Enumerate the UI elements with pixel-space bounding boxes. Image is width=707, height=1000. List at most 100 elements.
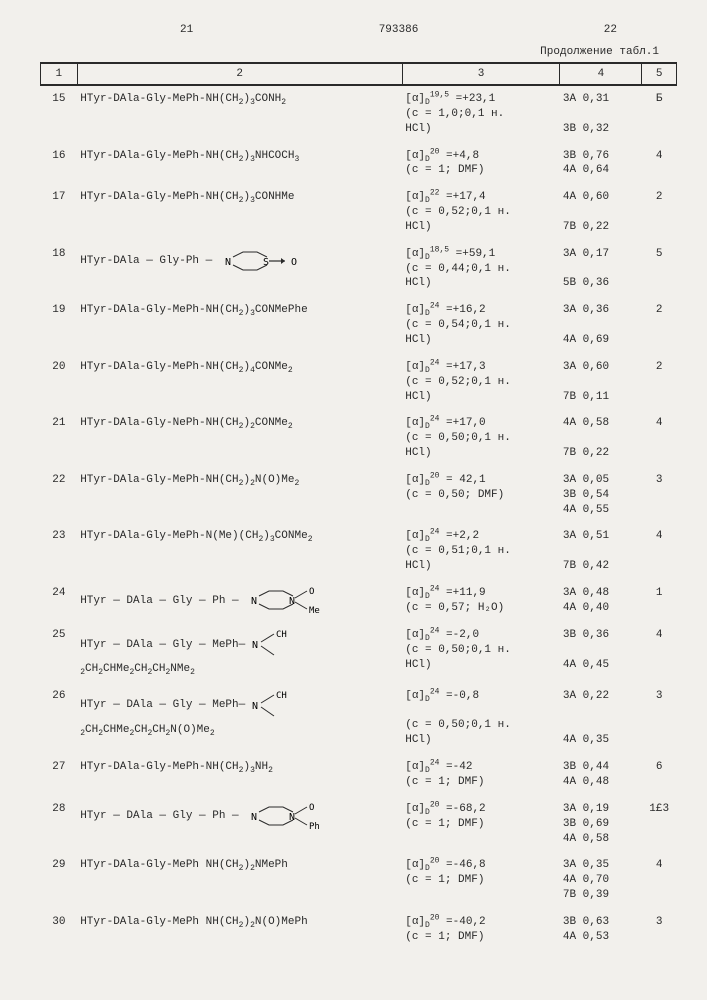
header-3: 3 <box>402 63 560 85</box>
rf-cell: 3B 0,764A 0,64 <box>560 143 642 185</box>
table-row: 25HTyr — DAla — Gly — MePh— NCH2CH2CHMe2… <box>41 622 677 683</box>
svg-text:CH: CH <box>276 691 287 701</box>
row-number: 25 <box>41 622 78 683</box>
compound-formula: HTyr-DAla-Gly-MePh-N(Me)(CH2)3CONMe2 <box>80 529 312 544</box>
row-number: 19 <box>41 297 78 354</box>
compound-formula: HTyr-DAla-Gly-MePh-NH(CH2)3NHCOCH3 <box>80 149 299 164</box>
page-header: 21 793386 22 <box>40 24 677 36</box>
compound-formula: HTyr-DAla-Gly-MePh-NH(CH2)3CONMePhe <box>80 303 307 318</box>
example-cell: 2 <box>642 354 677 411</box>
compound-cell: HTyr-DAla-Gly-MePh NH(CH2)2NMePh <box>77 852 402 909</box>
page-num-right: 22 <box>604 24 617 36</box>
header-4: 4 <box>560 63 642 85</box>
compound-cell: HTyr-DAla-Gly-MePh NH(CH2)2N(O)MePh <box>77 909 402 951</box>
compound-cell: HTyr-DAla-Gly-MePh-NH(CH2)3CONHMe <box>77 184 402 241</box>
branch-structure-icon: N CH <box>252 689 382 723</box>
rotation-cell: [α]D20 =-68,2(c = 1; DMF) <box>402 796 560 853</box>
rotation-cell: [α]D20 =-46,8(c = 1; DMF) <box>402 852 560 909</box>
table-row: 29HTyr-DAla-Gly-MePh NH(CH2)2NMePh[α]D20… <box>41 852 677 909</box>
row-number: 17 <box>41 184 78 241</box>
svg-text:Me: Me <box>309 606 320 616</box>
table-row: 23HTyr-DAla-Gly-MePh-N(Me)(CH2)3CONMe2[α… <box>41 523 677 580</box>
table-row: 28HTyr — DAla — Gly — Ph — NNOPh[α]D20 =… <box>41 796 677 853</box>
row-number: 21 <box>41 410 78 467</box>
rf-cell: 3A 0,224A 0,35 <box>560 683 642 754</box>
compound-cell: HTyr-DAla-Gly-MePh-NH(CH2)2N(O)Me2 <box>77 467 402 524</box>
row-number: 30 <box>41 909 78 951</box>
svg-text:N: N <box>251 596 257 607</box>
svg-text:N: N <box>252 701 258 712</box>
compound-cell: HTyr-DAla-Gly-MePh-N(Me)(CH2)3CONMe2 <box>77 523 402 580</box>
example-cell: 3 <box>642 909 677 951</box>
svg-text:S: S <box>263 257 269 268</box>
example-cell: 4 <box>642 852 677 909</box>
table-row: 21HTyr-DAla-Gly-NePh-NH(CH2)2CONMe2[α]D2… <box>41 410 677 467</box>
branch-structure-icon: NCH <box>252 628 382 662</box>
compound-cell: HTyr-DAla — Gly-Ph — NSO <box>77 241 402 298</box>
rf-cell: 3A 0,053B 0,544A 0,55 <box>560 467 642 524</box>
svg-text:O: O <box>291 257 297 268</box>
compound-formula: HTyr-DAla — Gly-Ph — <box>80 254 212 269</box>
row-number: 20 <box>41 354 78 411</box>
compound-cell: HTyr-DAla-Gly-MePh-NH(CH2)3NH2 <box>77 754 402 796</box>
rf-cell: 3B 0,364A 0,45 <box>560 622 642 683</box>
svg-text:N: N <box>289 812 295 823</box>
rotation-cell: [α]D24 =-2,0(c = 0,50;0,1 н.HCl) <box>402 622 560 683</box>
rf-cell: 4A 0,587B 0,22 <box>560 410 642 467</box>
row-number: 23 <box>41 523 78 580</box>
example-cell: 3 <box>642 467 677 524</box>
row-number: 27 <box>41 754 78 796</box>
rotation-cell: [α]D19,5 =+23,1(c = 1,0;0,1 н.HCl) <box>402 85 560 143</box>
compound-cell: HTyr-DAla-Gly-MePh-NH(CH2)3CONH2 <box>77 85 402 143</box>
example-cell: 4 <box>642 143 677 185</box>
compound-cell: HTyr — DAla — Gly — MePh— NCH2CH2CHMe2CH… <box>77 683 402 754</box>
compound-formula: HTyr — DAla — Gly — MePh— <box>80 638 245 653</box>
example-cell: 1 <box>642 580 677 622</box>
example-cell: 4 <box>642 410 677 467</box>
page-num-left: 21 <box>180 24 193 36</box>
example-cell: 5 <box>642 241 677 298</box>
compound-cell: HTyr-DAla-Gly-MePh-NH(CH2)3CONMePhe <box>77 297 402 354</box>
compound-cell: HTyr — DAla — Gly — MePh— NCH2CH2CHMe2CH… <box>77 622 402 683</box>
table-body: 1 5 HTyr-DAla-Gly-MePh-NH(CH2)3CONH2 [α]D19… <box>41 85 677 951</box>
example-cell: 1£3 <box>642 796 677 853</box>
compound-cell: HTyr-DAla-Gly-NePh-NH(CH2)2CONMe2 <box>77 410 402 467</box>
table-row: 24HTyr — DAla — Gly — Ph — NNOMe[α]D24 =… <box>41 580 677 622</box>
svg-text:N: N <box>289 596 295 607</box>
header-2: 2 <box>77 63 402 85</box>
rf-cell: 3B 0,444A 0,48 <box>560 754 642 796</box>
table-row: 16HTyr-DAla-Gly-MePh-NH(CH2)3NHCOCH3 [α]D… <box>41 143 677 185</box>
example-cell: 4 <box>642 523 677 580</box>
table-row: 30HTyr-DAla-Gly-MePh NH(CH2)2N(O)MePh[α]… <box>41 909 677 951</box>
rotation-cell: [α]D24 =-42(c = 1; DMF) <box>402 754 560 796</box>
rotation-cell: [α]D20 =+4,8(c = 1; DMF) <box>402 143 560 185</box>
table-row: 19HTyr-DAla-Gly-MePh-NH(CH2)3CONMePhe[α]… <box>41 297 677 354</box>
compound-formula: HTyr-DAla-Gly-MePh-NH(CH2)4CONMe2 <box>80 360 293 375</box>
row-number: 16 <box>41 143 78 185</box>
example-cell: 6 <box>642 754 677 796</box>
svg-text:Ph: Ph <box>309 822 320 832</box>
rf-cell: 3A 0,193B 0,694A 0,58 <box>560 796 642 853</box>
header-5: 5 <box>642 63 677 85</box>
rf-cell: 3A 0,354A 0,707B 0,39 <box>560 852 642 909</box>
compound-formula: HTyr-DAla-Gly-MePh-NH(CH2)3CONHMe <box>80 190 294 205</box>
rf-cell: 3A 0,607B 0,11 <box>560 354 642 411</box>
svg-text:CH: CH <box>276 630 287 640</box>
compound-cell: HTyr-DAla-Gly-MePh-NH(CH2)4CONMe2 <box>77 354 402 411</box>
rotation-cell: [α]D18,5 =+59,1(c = 0,44;0,1 н.HCl) <box>402 241 560 298</box>
compound-formula: HTyr-DAla-Gly-MePh-NH(CH2)3NH2 <box>80 760 273 775</box>
row-number: 24 <box>41 580 78 622</box>
example-cell: 3 <box>642 683 677 754</box>
rf-cell: 3B 0,634A 0,53 <box>560 909 642 951</box>
rf-cell: 3A 0,484A 0,40 <box>560 580 642 622</box>
data-table: 1 2 3 4 5 1 5 HTyr-DAla-Gly-MePh-NH(CH2)3C… <box>40 62 677 951</box>
header-1: 1 <box>41 63 78 85</box>
table-row: 17HTyr-DAla-Gly-MePh-NH(CH2)3CONHMe[α]D2… <box>41 184 677 241</box>
rotation-cell: [α]D20 =-40,2(c = 1; DMF) <box>402 909 560 951</box>
compound-formula: HTyr-DAla-Gly-MePh-NH(CH2)3CONH2 <box>80 92 286 107</box>
compound-cell: HTyr — DAla — Gly — Ph — NNOMe <box>77 580 402 622</box>
rotation-cell: [α]D20 = 42,1(c = 0,50; DMF) <box>402 467 560 524</box>
row-number: 28 <box>41 796 78 853</box>
page: 21 793386 22 Продолжение табл.1 1 2 3 4 … <box>0 0 707 1000</box>
compound-formula: HTyr — DAla — Gly — Ph — <box>80 809 238 824</box>
